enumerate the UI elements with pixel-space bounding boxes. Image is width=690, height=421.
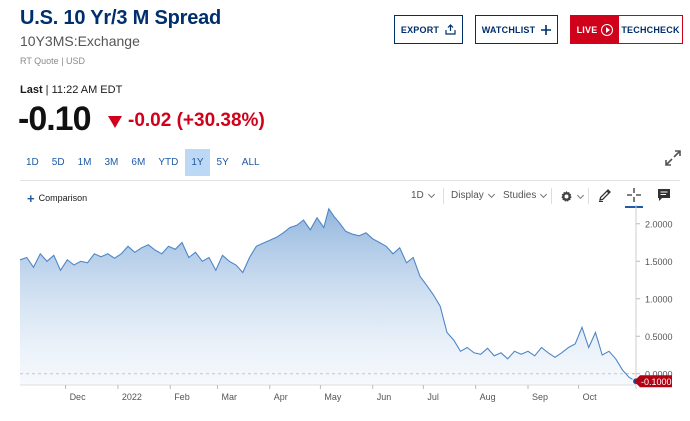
x-tick-label: Sep: [532, 392, 548, 402]
watchlist-button[interactable]: WATCHLIST: [475, 15, 558, 44]
x-tick-label: Oct: [583, 392, 598, 402]
x-tick-label: Dec: [70, 392, 87, 402]
series-area: [20, 208, 636, 385]
crosshair-active-indicator: [625, 206, 643, 208]
range-6m[interactable]: 6M: [131, 157, 146, 168]
range-5d[interactable]: 5D: [51, 157, 65, 168]
comment-icon[interactable]: [656, 187, 672, 203]
toolbar-separator: [551, 188, 552, 204]
y-tick-label: 1.5000: [645, 257, 673, 267]
price-change-value: -0.02 (+30.38%): [128, 110, 265, 131]
play-circle-icon: [601, 23, 614, 36]
rt-quote-label: RT Quote | USD: [20, 56, 86, 66]
last-value-tag: [634, 375, 672, 388]
x-tick-label: Mar: [221, 392, 237, 402]
last-label: Last: [20, 84, 43, 96]
range-1y[interactable]: 1Y: [185, 149, 210, 176]
y-tick-label: 0.0000: [645, 369, 673, 379]
range-1m[interactable]: 1M: [77, 157, 92, 168]
expand-icon[interactable]: [664, 149, 682, 167]
chevron-down-icon: [427, 190, 435, 198]
toolbar-divider: [20, 180, 680, 181]
down-arrow-icon: [108, 116, 122, 128]
range-3m[interactable]: 3M: [104, 157, 119, 168]
y-tick-label: 2.0000: [645, 219, 673, 229]
toolbar-separator: [443, 188, 444, 204]
last-time: | 11:22 AM EDT: [42, 84, 123, 96]
price-change: -0.02 (+30.38%): [108, 110, 265, 132]
techcheck-live-button[interactable]: LIVE TECHCHECK: [570, 15, 683, 44]
display-label: Display: [451, 190, 484, 201]
range-all[interactable]: ALL: [241, 157, 260, 168]
live-badge: LIVE: [571, 16, 619, 43]
range-1d[interactable]: 1D: [26, 157, 39, 168]
crosshair-icon[interactable]: [626, 187, 642, 203]
x-tick-label: Apr: [274, 392, 288, 402]
chevron-down-icon: [487, 190, 495, 198]
x-tick-label: May: [324, 392, 342, 402]
x-tick-label: Aug: [480, 392, 496, 402]
live-label: LIVE: [576, 24, 598, 35]
series-line: [19, 207, 637, 382]
plus-icon: [541, 24, 552, 35]
range-selector: 1D 5D 1M 3M 6M YTD 1Y 5Y ALL: [20, 149, 267, 176]
chevron-down-icon: [540, 190, 548, 198]
x-tick-label: 2022: [122, 392, 142, 402]
y-tick-label: 1.0000: [645, 294, 673, 304]
range-5y[interactable]: 5Y: [216, 157, 229, 168]
export-label: EXPORT: [400, 24, 440, 35]
spread-chart[interactable]: 2.0000 1.5000 1.0000 0.5000 0.0000-0.1000 Dec…: [0, 205, 690, 421]
toolbar-separator: [588, 188, 589, 204]
watchlist-label: WATCHLIST: [481, 24, 536, 35]
x-tick-label: Jun: [377, 392, 392, 402]
export-icon: [445, 24, 456, 35]
interval-dropdown[interactable]: 1D: [411, 190, 435, 201]
comparison-label: Comparison: [38, 193, 88, 203]
range-ytd[interactable]: YTD: [158, 157, 179, 168]
interval-label: 1D: [411, 190, 424, 201]
techcheck-label: TECHCHECK: [621, 24, 680, 35]
x-tick-label: Jul: [427, 392, 439, 402]
pencil-icon[interactable]: [597, 187, 613, 203]
symbol-subtitle: 10Y3MS:Exchange: [20, 33, 140, 49]
settings-dropdown[interactable]: [560, 190, 585, 203]
studies-dropdown[interactable]: Studies: [503, 190, 548, 201]
export-button[interactable]: EXPORT: [394, 15, 463, 44]
gear-icon: [561, 190, 572, 202]
page-title: U.S. 10 Yr/3 M Spread: [20, 7, 222, 29]
x-tick-label: Feb: [174, 392, 190, 402]
display-dropdown[interactable]: Display: [451, 190, 495, 201]
last-price: -0.10: [18, 100, 91, 138]
comparison-button[interactable]: + Comparison: [27, 190, 88, 206]
last-value-label: -0.1000: [641, 377, 672, 387]
studies-label: Studies: [503, 190, 537, 201]
y-tick-label: 0.5000: [645, 332, 673, 342]
plus-icon: +: [27, 190, 35, 206]
chevron-down-icon: [576, 191, 585, 199]
last-trade-line: Last | 11:22 AM EDT: [20, 84, 122, 96]
